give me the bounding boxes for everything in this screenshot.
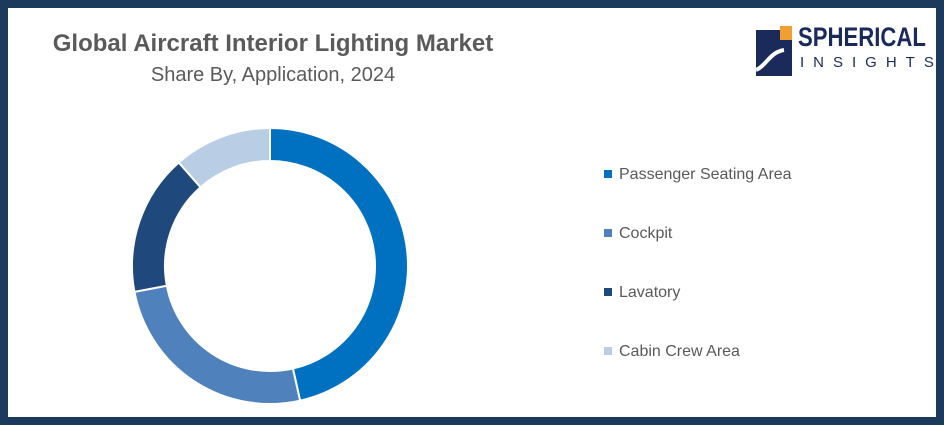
legend-item: Cockpit: [604, 225, 672, 243]
chart-title: Global Aircraft Interior Lighting Market: [52, 30, 494, 57]
legend-label: Cabin Crew Area: [619, 343, 740, 360]
legend-label: Lavatory: [619, 284, 681, 301]
logo-text-secondary: INSIGHTS: [800, 54, 943, 71]
donut-slice-lavatory: [131, 161, 202, 294]
legend-swatch: [604, 169, 612, 178]
legend-item: Passenger Seating Area: [604, 166, 792, 184]
legend-swatch: [604, 346, 612, 355]
donut-slice-cabin-crew-area: [177, 126, 271, 189]
legend-label: Passenger Seating Area: [619, 166, 792, 183]
legend-swatch: [604, 228, 612, 237]
legend-label: Cockpit: [619, 225, 673, 242]
logo-text-primary: SPHERICAL: [798, 22, 926, 52]
spherical-insights-logo: SPHERICAL INSIGHTS: [756, 20, 936, 78]
legend-item: Cabin Crew Area: [604, 343, 740, 361]
donut-slice-passenger-seating-area: [269, 126, 409, 402]
logo-mark-icon: [756, 26, 792, 76]
donut-slice-cockpit: [133, 284, 302, 405]
chart-subtitle: Share By, Application, 2024: [150, 64, 396, 86]
legend-item: Lavatory: [604, 284, 680, 302]
legend-swatch: [604, 287, 612, 296]
